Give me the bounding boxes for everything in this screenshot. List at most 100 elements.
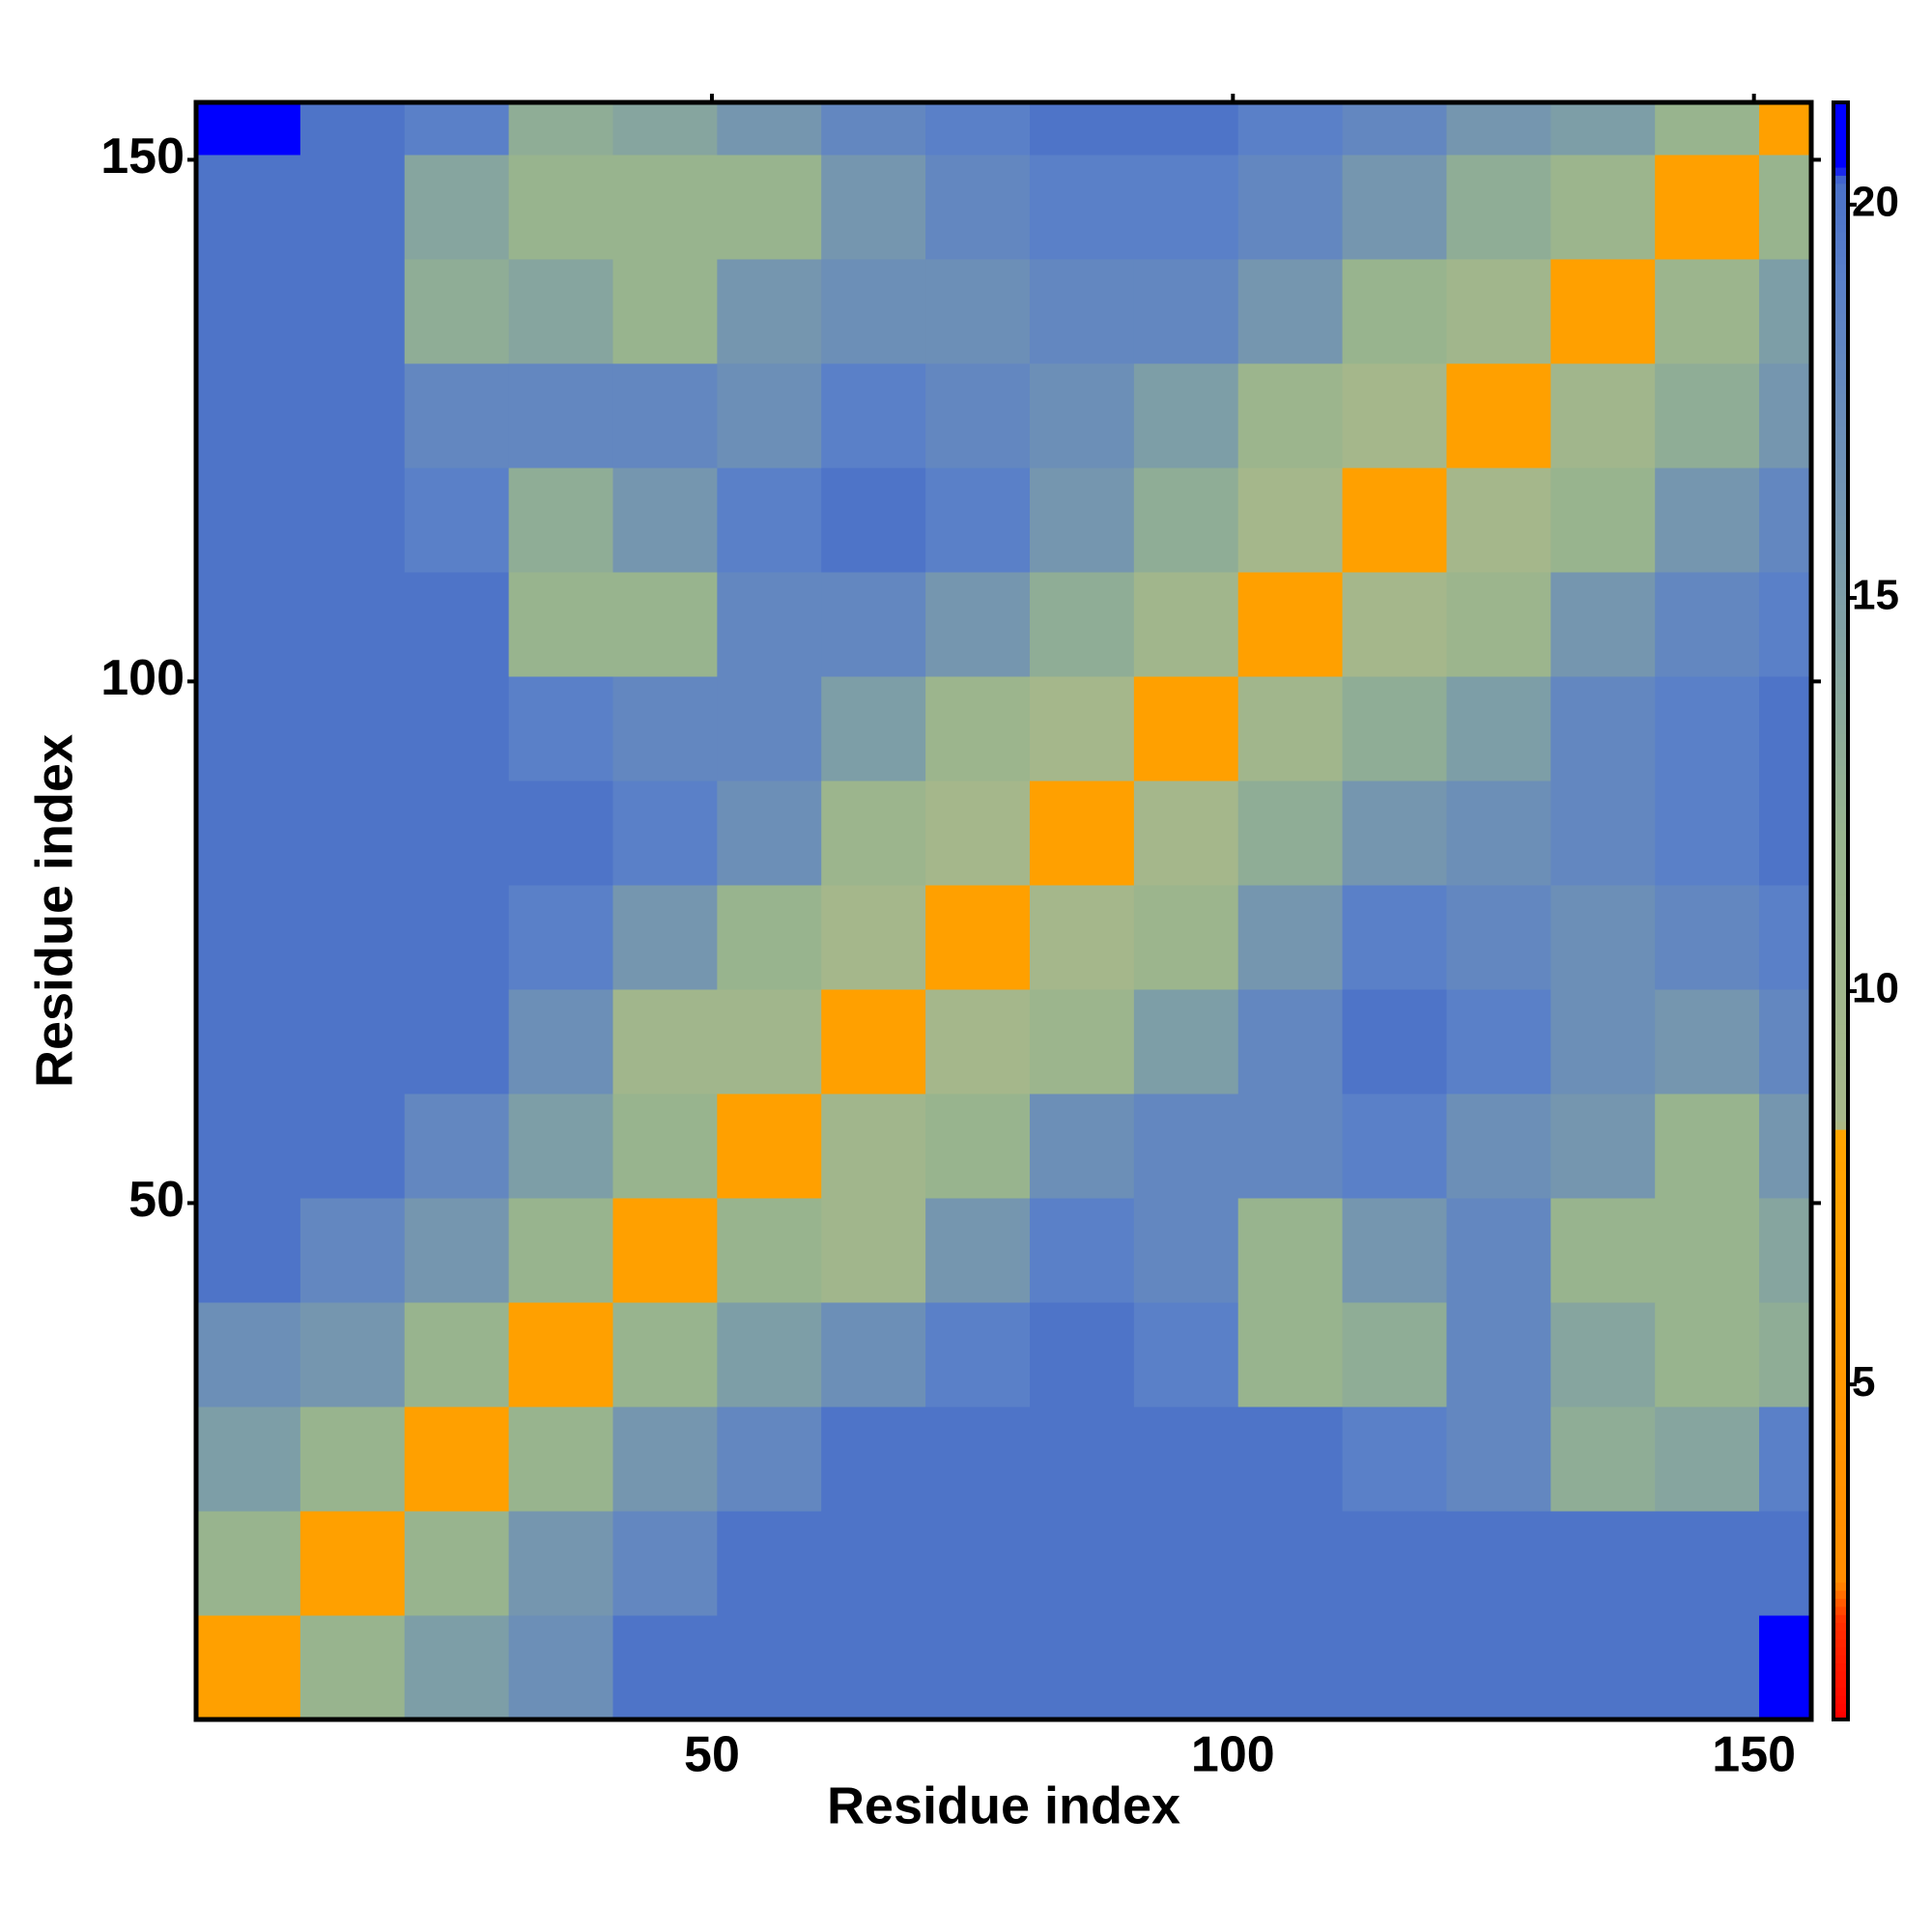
heatmap-cell — [1550, 1094, 1656, 1199]
colorbar-segment — [1833, 1396, 1848, 1406]
colorbar-segment — [1833, 223, 1848, 233]
heatmap-cell — [1133, 102, 1239, 156]
colorbar-segment — [1833, 895, 1848, 904]
heatmap-cell — [1237, 989, 1344, 1094]
colorbar-segment — [1833, 902, 1848, 912]
colorbar-segment — [1833, 926, 1848, 936]
colorbar-segment — [1833, 1000, 1848, 1009]
colorbar-segment — [1833, 482, 1848, 492]
heatmap-cell — [1655, 1198, 1760, 1303]
heatmap-cell — [821, 102, 926, 156]
colorbar-segment — [1833, 1250, 1848, 1260]
colorbar-segment — [1833, 538, 1848, 548]
colorbar-segment — [1833, 1411, 1848, 1421]
colorbar-segment — [1833, 1298, 1848, 1308]
colorbar-segment — [1833, 1590, 1848, 1600]
heatmap-cell — [404, 1615, 510, 1720]
colorbar-segment — [1833, 231, 1848, 241]
colorbar-segment — [1833, 1638, 1848, 1648]
colorbar-segment — [1833, 1565, 1848, 1575]
heatmap-cell — [1342, 1094, 1447, 1199]
colorbar-segment — [1833, 1363, 1848, 1373]
heatmap-cell — [508, 468, 613, 573]
heatmap-cell — [1342, 1302, 1447, 1407]
heatmap-cell — [508, 989, 613, 1094]
heatmap-cell — [1655, 102, 1760, 156]
heatmap-cell — [1342, 259, 1447, 364]
heatmap-cell — [612, 1615, 718, 1720]
heatmap-cell — [404, 572, 510, 677]
colorbar-segment — [1833, 207, 1848, 216]
colorbar-segment — [1833, 1549, 1848, 1559]
heatmap-cell — [1446, 1198, 1551, 1303]
colorbar-segment — [1833, 991, 1848, 1001]
colorbar-segment — [1833, 1128, 1848, 1138]
heatmap-cell — [612, 259, 718, 364]
colorbar-segment — [1833, 660, 1848, 669]
heatmap-cell — [1550, 885, 1656, 990]
heatmap-cell — [1342, 676, 1447, 781]
colorbar-segment — [1833, 935, 1848, 945]
colorbar-tick-label: 20 — [1852, 178, 1899, 225]
colorbar-segment — [1833, 441, 1848, 451]
heatmap-cell — [1655, 572, 1760, 677]
heatmap-cell — [1550, 102, 1656, 156]
heatmap-cell — [821, 259, 926, 364]
colorbar-segment — [1833, 1461, 1848, 1470]
heatmap-cell — [1655, 1615, 1760, 1720]
heatmap-cell — [508, 1302, 613, 1407]
heatmap-cell — [1133, 885, 1239, 990]
heatmap-cell — [1446, 468, 1551, 573]
colorbar-segment — [1833, 166, 1848, 176]
colorbar-segment — [1833, 1096, 1848, 1106]
heatmap-cell — [508, 102, 613, 156]
heatmap-cell — [612, 468, 718, 573]
heatmap-cell — [821, 885, 926, 990]
colorbar-segment — [1833, 256, 1848, 265]
colorbar-segment — [1833, 1258, 1848, 1267]
colorbar-segment — [1833, 1655, 1848, 1664]
colorbar-segment — [1833, 693, 1848, 701]
colorbar-segment — [1833, 345, 1848, 355]
heatmap-cell — [1237, 259, 1344, 364]
colorbar-segment — [1833, 951, 1848, 960]
colorbar-segment — [1833, 175, 1848, 185]
colorbar-segment — [1833, 1274, 1848, 1284]
heatmap-cell — [1133, 1198, 1239, 1303]
colorbar-segment — [1833, 1137, 1848, 1147]
heatmap-cell — [1029, 1615, 1135, 1720]
heatmap-cell — [612, 572, 718, 677]
heatmap-cell — [612, 1406, 718, 1512]
heatmap-cell — [717, 1615, 822, 1720]
colorbar-segment — [1833, 1339, 1848, 1349]
heatmap-cell — [925, 989, 1031, 1094]
x-tick-label: 50 — [684, 1727, 740, 1783]
colorbar-segment — [1833, 1218, 1848, 1228]
heatmap-cell — [1133, 468, 1239, 573]
heatmap-cell — [1342, 1198, 1447, 1303]
heatmap-cell — [1342, 102, 1447, 156]
heatmap-cell — [717, 102, 822, 156]
colorbar-segment — [1833, 1476, 1848, 1486]
colorbar-segment — [1833, 1404, 1848, 1413]
heatmap-cell — [1133, 1406, 1239, 1512]
heatmap-cell — [196, 363, 301, 469]
colorbar-segment — [1833, 360, 1848, 370]
colorbar-segment — [1833, 1444, 1848, 1454]
heatmap-cell — [1759, 155, 1812, 260]
colorbar-segment — [1833, 1662, 1848, 1672]
colorbar-tick-label: 15 — [1852, 572, 1899, 619]
heatmap-cell — [612, 1198, 718, 1303]
heatmap-cell — [1029, 676, 1135, 781]
heatmap-cell — [404, 885, 510, 990]
heatmap-cell — [717, 259, 822, 364]
heatmap-cell — [299, 885, 406, 990]
heatmap-cell — [925, 1094, 1031, 1199]
heatmap-cell — [1759, 989, 1812, 1094]
heatmap-cell — [925, 1615, 1031, 1720]
heatmap-cell — [717, 468, 822, 573]
heatmap-cell — [925, 102, 1031, 156]
heatmap-cell — [821, 781, 926, 886]
colorbar-segment — [1833, 1355, 1848, 1365]
heatmap-cell — [1237, 363, 1344, 469]
